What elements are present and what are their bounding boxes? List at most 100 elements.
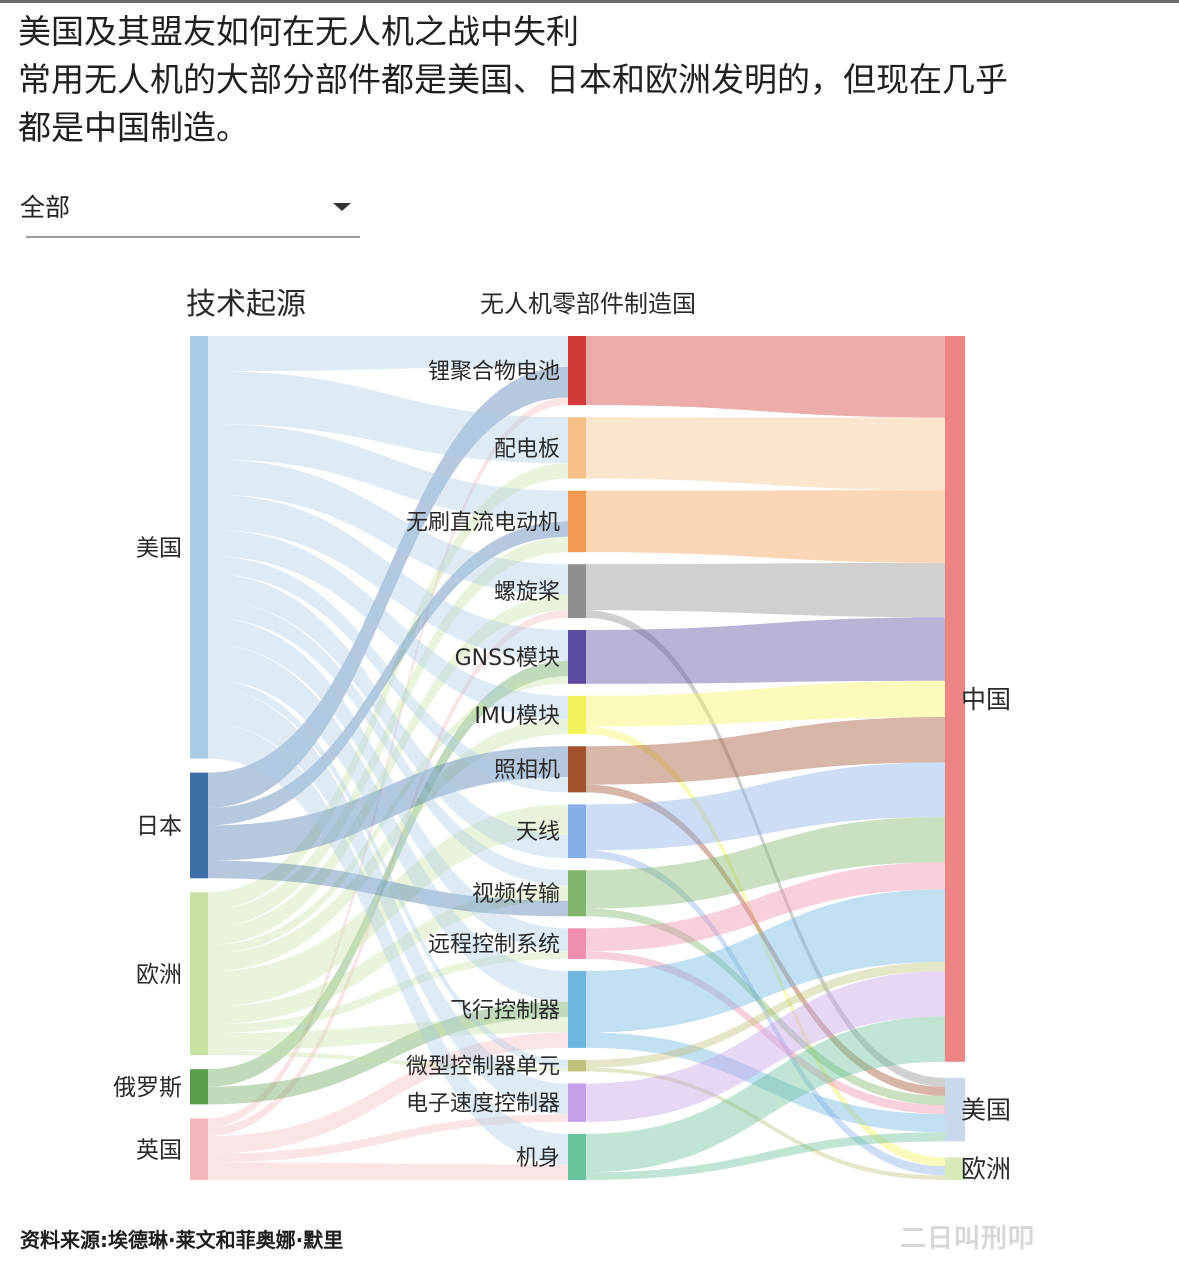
node-component-锂聚合物电池 (568, 336, 586, 406)
link-欧洲-配电板 (208, 463, 568, 910)
link-微型控制器单元-中国 (586, 962, 945, 1068)
link-飞行控制器-中国 (586, 889, 945, 1033)
link-美国-机身 (208, 723, 568, 1165)
node-manufacturer-欧洲 (945, 1157, 965, 1180)
label-component-远程控制系统: 远程控制系统 (428, 933, 560, 958)
node-component-配电板 (568, 417, 586, 479)
node-origin-欧洲 (190, 892, 208, 1056)
top-border (0, 0, 1179, 3)
source-note: 资料来源:埃德琳·莱文和菲奥娜·默里 (20, 1228, 344, 1252)
link-电子速度控制器-中国 (586, 971, 945, 1122)
link-欧洲-螺旋桨 (208, 594, 568, 946)
label-manufacturer-中国: 中国 (961, 685, 1011, 714)
label-component-GNSS模块: GNSS模块 (455, 646, 560, 671)
link-远程控制系统-中国 (586, 862, 945, 952)
label-manufacturer-美国: 美国 (961, 1096, 1011, 1125)
link-配电板-中国 (586, 417, 945, 491)
link-欧洲-GNSS模块 (208, 676, 568, 954)
node-manufacturer-中国 (945, 336, 965, 1062)
label-component-配电板: 配电板 (494, 437, 560, 462)
node-component-照相机 (568, 746, 586, 793)
link-远程控制系统-美国 (586, 951, 945, 1115)
region-filter-dropdown[interactable]: 全部 (20, 180, 360, 238)
link-IMU模块-欧洲 (586, 726, 945, 1167)
link-英国-机身 (208, 1162, 568, 1180)
label-manufacturer-欧洲: 欧洲 (961, 1155, 1011, 1184)
link-天线-中国 (586, 762, 945, 851)
label-component-电子速度控制器: 电子速度控制器 (406, 1092, 560, 1117)
link-美国-配电板 (208, 371, 568, 464)
link-美国-视频传输 (208, 600, 568, 886)
label-origin-美国: 美国 (136, 536, 182, 562)
node-component-无刷直流电动机 (568, 490, 586, 553)
node-component-天线 (568, 804, 586, 859)
node-component-机身 (568, 1133, 586, 1180)
link-机身-中国 (586, 1016, 945, 1173)
label-component-IMU模块: IMU模块 (474, 704, 560, 729)
link-俄罗斯-飞行控制器 (208, 1001, 568, 1105)
label-component-无刷直流电动机: 无刷直流电动机 (406, 510, 560, 535)
link-美国-飞行控制器 (208, 644, 568, 1002)
sankey-labels: 美国日本欧洲俄罗斯英国锂聚合物电池配电板无刷直流电动机螺旋桨GNSS模块IMU模… (113, 287, 1011, 1184)
link-GNSS模块-中国 (586, 617, 945, 684)
link-英国-电子速度控制器 (208, 1114, 568, 1163)
sankey-nodes (190, 336, 965, 1180)
link-天线-欧洲 (586, 850, 945, 1176)
label-component-视频传输: 视频传输 (472, 882, 560, 907)
link-英国-锂聚合物电池 (208, 397, 568, 1128)
label-origin-欧洲: 欧洲 (136, 962, 182, 988)
link-IMU模块-中国 (586, 680, 945, 727)
node-component-螺旋桨 (568, 564, 586, 618)
link-照相机-美国 (586, 784, 945, 1096)
label-component-锂聚合物电池: 锂聚合物电池 (428, 360, 560, 385)
watermark: 二日叫刑叩 (900, 1224, 1036, 1254)
label-origin-俄罗斯: 俄罗斯 (113, 1075, 182, 1101)
link-美国-照相机 (208, 556, 568, 793)
sankey-chart: 美国日本欧洲俄罗斯英国锂聚合物电池配电板无刷直流电动机螺旋桨GNSS模块IMU模… (113, 287, 1011, 1184)
node-manufacturer-美国 (945, 1077, 965, 1142)
link-美国-天线 (208, 573, 568, 859)
link-照相机-中国 (586, 717, 945, 785)
node-origin-日本 (190, 772, 208, 879)
link-机身-美国 (586, 1132, 945, 1180)
article-subtitle-line1: 常用无人机的大部分部件都是美国、日本和欧洲发明的，但现在几乎 (18, 60, 1008, 99)
sankey-links (208, 336, 945, 1180)
link-锂聚合物电池-中国 (586, 336, 945, 418)
node-component-IMU模块 (568, 695, 586, 735)
link-视频传输-中国 (586, 816, 945, 909)
link-日本-锂聚合物电池 (208, 366, 568, 808)
link-视频传输-美国 (586, 908, 945, 1106)
link-美国-远程控制系统 (208, 617, 568, 952)
link-螺旋桨-美国 (586, 610, 945, 1087)
dropdown-caret-icon (333, 203, 351, 211)
link-美国-螺旋桨 (208, 459, 568, 595)
link-英国-飞行控制器 (208, 1032, 568, 1154)
link-美国-微型控制器单元 (208, 679, 568, 1068)
node-origin-俄罗斯 (190, 1069, 208, 1105)
label-component-螺旋桨: 螺旋桨 (494, 580, 560, 605)
label-component-照相机: 照相机 (494, 758, 560, 783)
link-日本-无刷直流电动机 (208, 521, 568, 826)
link-飞行控制器-美国 (586, 1032, 945, 1133)
link-美国-电子速度控制器 (208, 688, 568, 1115)
link-俄罗斯-GNSS模块 (208, 660, 568, 1087)
column-title-component: 无人机零部件制造国 (480, 290, 696, 318)
node-component-远程控制系统 (568, 928, 586, 960)
node-origin-英国 (190, 1118, 208, 1180)
column-title-origin: 技术起源 (186, 287, 306, 322)
node-origin-美国 (190, 336, 208, 759)
link-欧洲-天线 (208, 804, 568, 1007)
link-美国-GNSS模块 (208, 494, 568, 661)
node-component-视频传输 (568, 870, 586, 917)
link-微型控制器单元-欧洲 (586, 1067, 945, 1180)
label-component-天线: 天线 (516, 820, 560, 845)
link-欧洲-视频传输 (208, 885, 568, 1025)
node-component-微型控制器单元 (568, 1059, 586, 1072)
article-subtitle-line2: 都是中国制造。 (18, 108, 249, 147)
link-欧洲-飞行控制器 (208, 1017, 568, 1051)
label-component-微型控制器单元: 微型控制器单元 (406, 1055, 560, 1080)
node-component-GNSS模块 (568, 629, 586, 684)
link-美国-锂聚合物电池 (208, 336, 568, 372)
link-欧洲-IMU模块 (208, 718, 568, 972)
link-欧洲-远程控制系统 (208, 951, 568, 1034)
